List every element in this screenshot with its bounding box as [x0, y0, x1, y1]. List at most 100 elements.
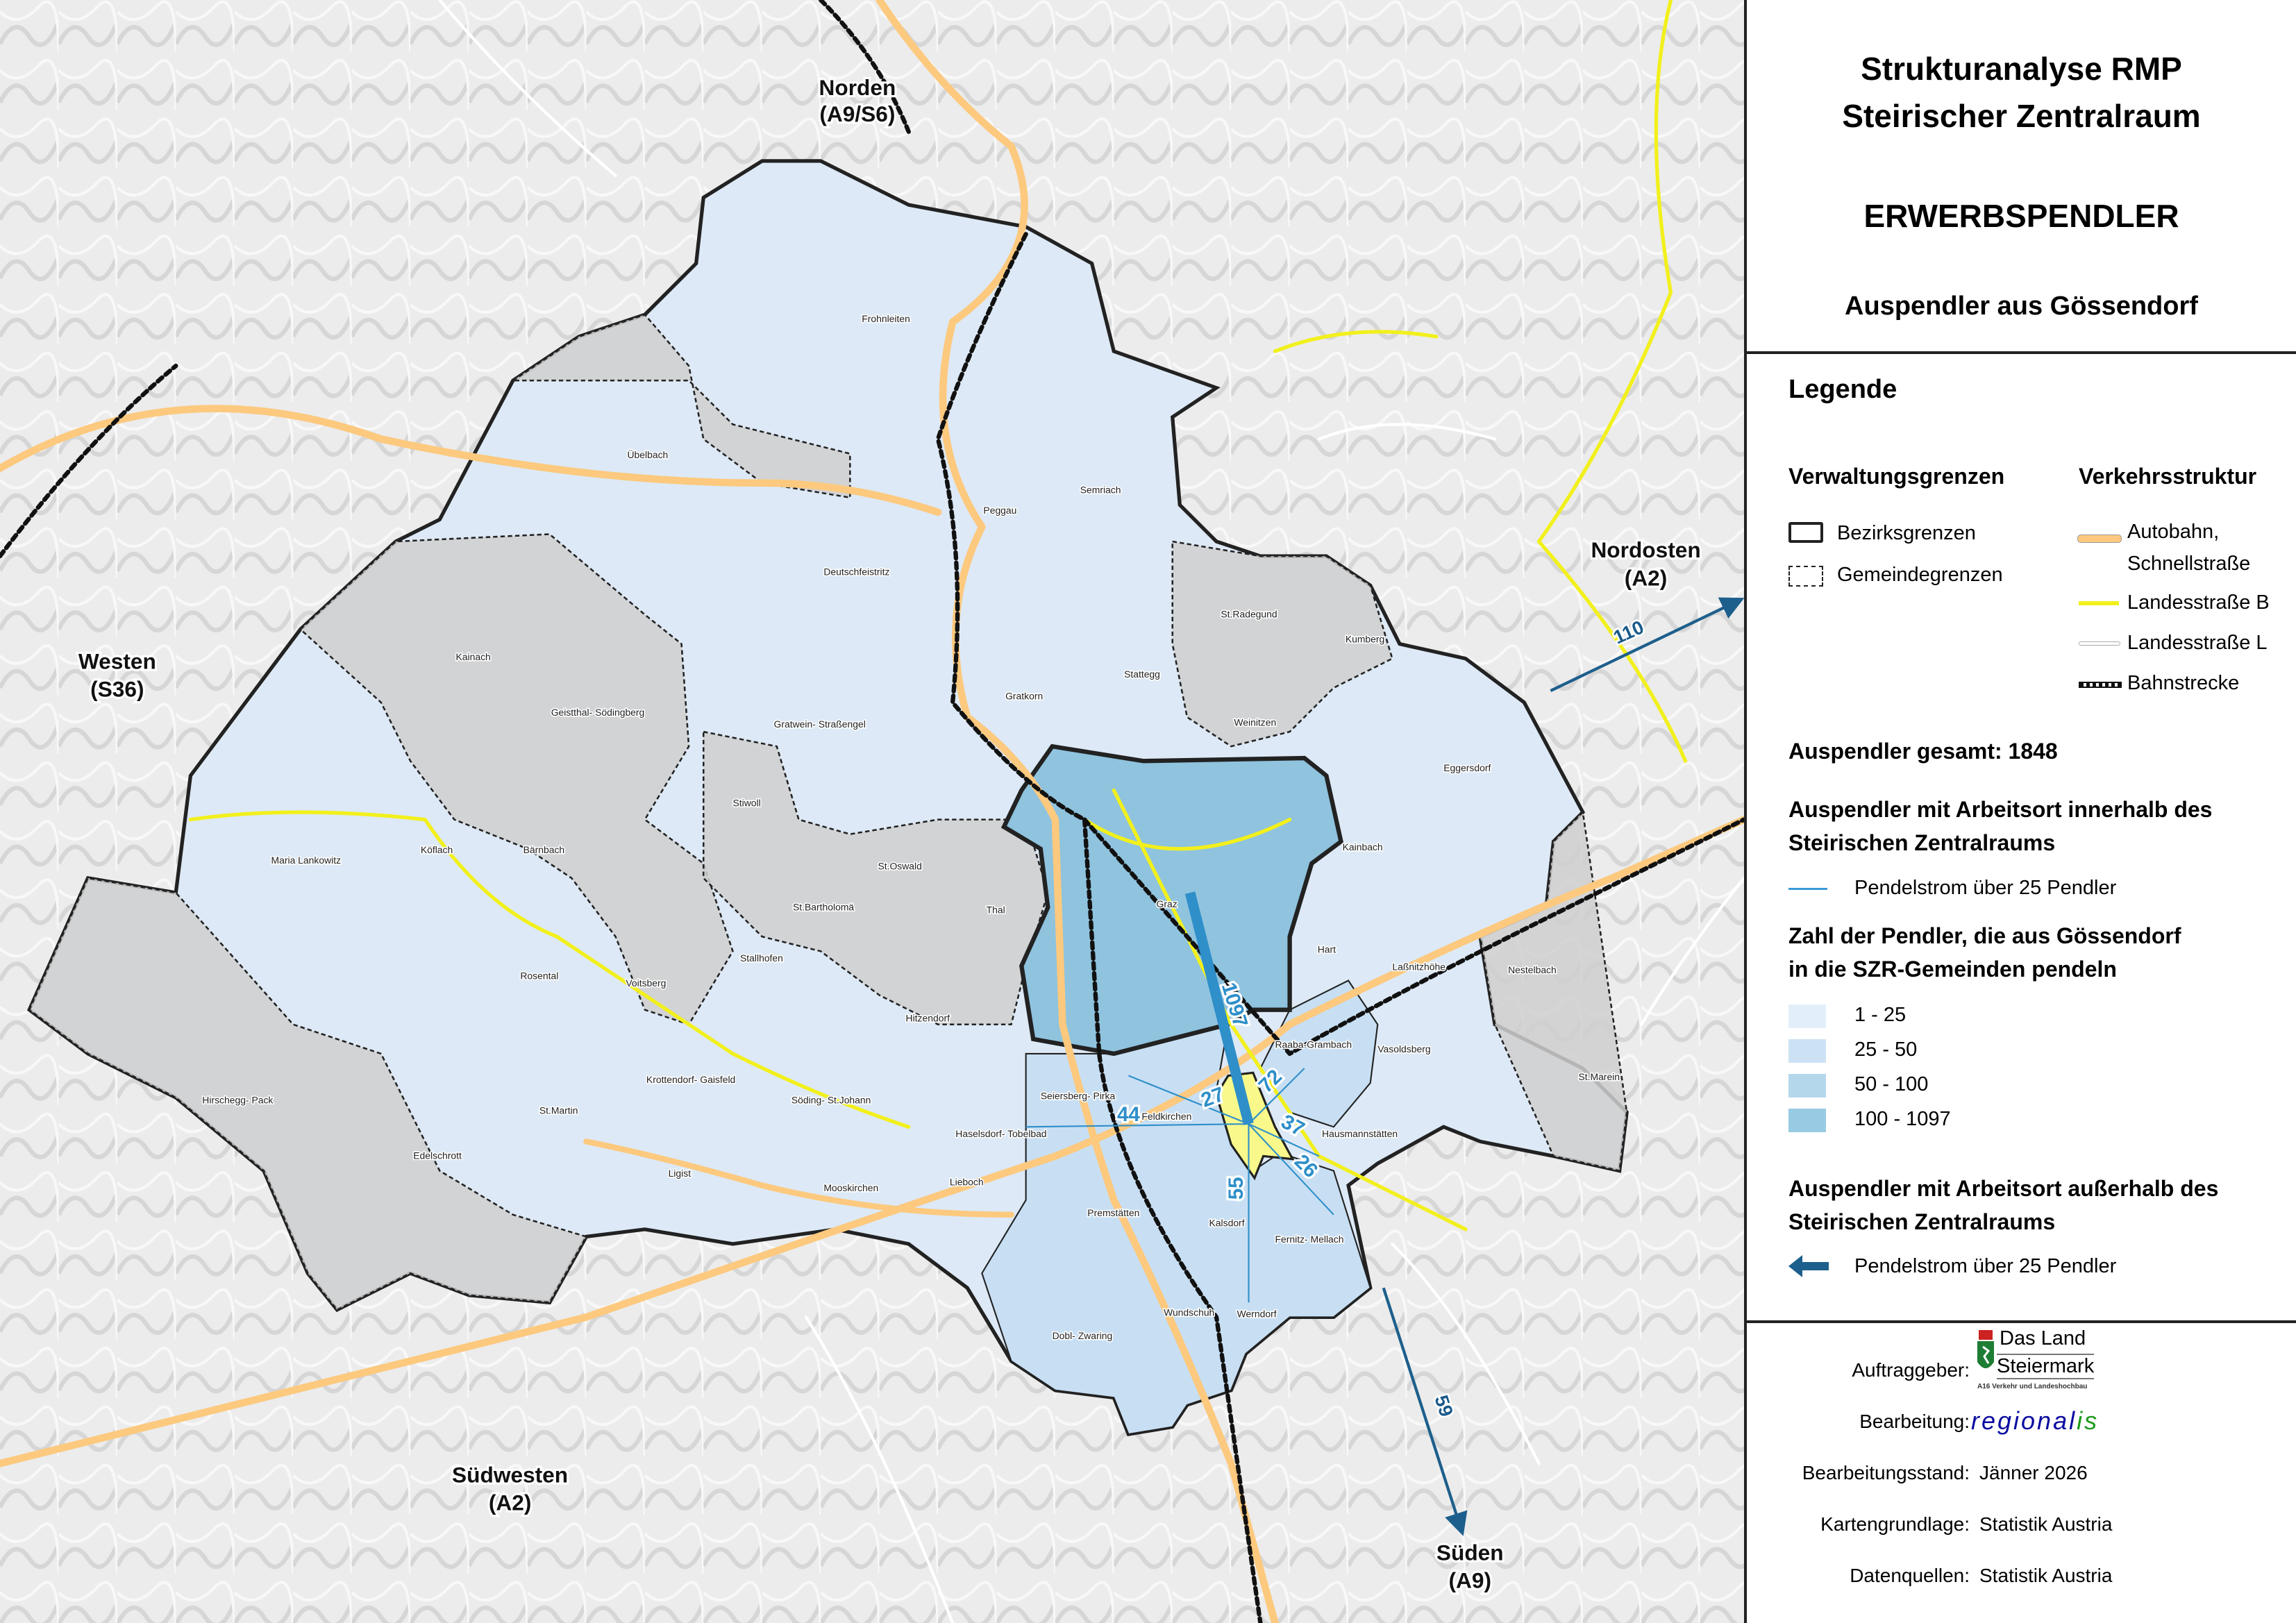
traffic-heading: Verkehrsstruktur	[2079, 464, 2257, 489]
district-boundary-symbol	[1788, 522, 1823, 543]
landesstrasse-b-label: Landesstraße B	[2127, 591, 2270, 614]
bahnstrecke	[0, 0, 1744, 1623]
direction-nordosten-road: (A2)	[1625, 565, 1668, 590]
class-swatch-4	[1788, 1109, 1826, 1132]
label: Köflach	[421, 844, 453, 855]
outside-heading-1: Auspendler mit Arbeitsort außerhalb des	[1788, 1176, 2219, 1201]
label: Wundschuh	[1164, 1306, 1214, 1318]
label: Seiersberg- Pirka	[1041, 1090, 1116, 1101]
direction-westen-road: (S36)	[90, 677, 144, 702]
roads	[0, 0, 1744, 1623]
label: Thal	[987, 905, 1005, 916]
external-flow-nordosten	[1550, 597, 1744, 692]
class-label-3: 50 - 100	[1854, 1073, 1929, 1095]
label: St.Oswald	[878, 860, 921, 871]
label: Fernitz- Mellach	[1275, 1234, 1344, 1245]
label: Gratwein- Straßengel	[774, 718, 866, 730]
label: Rosental	[520, 970, 558, 981]
label: St.Bartholomä	[793, 901, 854, 912]
municipal-boundary-symbol	[1788, 566, 1823, 587]
label: St.Martin	[539, 1104, 578, 1116]
label: Gratkorn	[1005, 691, 1043, 702]
inside-heading-1: Auspendler mit Arbeitsort innerhalb des	[1788, 797, 2213, 822]
map-subtitle: Auspendler aus Gössendorf	[1845, 292, 2198, 321]
landesstrasse-b-symbol	[2079, 601, 2119, 605]
direction-labels: Norden (A9/S6) Nordosten (A2) Westen (S3…	[76, 73, 1703, 1595]
inside-flow-symbol	[1788, 888, 1827, 890]
map[interactable]: Frohnleiten Übelbach Semriach Deutschfei…	[0, 0, 1744, 1623]
label: Graz	[1157, 898, 1178, 909]
editor-label: Bearbeitung:	[1859, 1411, 1970, 1432]
land-steiermark-logo: Das Land Steiermark A16 Verkehr und Land…	[1977, 1327, 2095, 1390]
label: Werndorf	[1237, 1308, 1277, 1319]
flow-line-26	[1248, 1123, 1334, 1216]
label: Krottendorf- Gaisfeld	[646, 1074, 735, 1085]
inside-flow-label: Pendelstrom über 25 Pendler	[1854, 877, 2117, 899]
autobahn-a2	[0, 405, 1744, 1468]
label: Mooskirchen	[823, 1182, 878, 1193]
label: Nestelbach	[1508, 964, 1557, 975]
label: Söding- St.Johann	[791, 1095, 871, 1106]
regionalis-logo: regionalis	[1971, 1406, 2100, 1435]
date-label: Bearbeitungsstand:	[1802, 1462, 1970, 1483]
autobahn-label-2: Schnellstraße	[2127, 553, 2251, 575]
direction-suedwesten: Südwesten	[452, 1463, 568, 1488]
steiermark-crest-icon	[1977, 1330, 1994, 1368]
label: Raaba-Grambach	[1275, 1038, 1352, 1050]
label: Stiwoll	[732, 798, 760, 809]
label: St.Marein	[1578, 1071, 1620, 1082]
label: Maria Lankowitz	[271, 855, 342, 866]
autobahn-label: Autobahn,	[2127, 521, 2220, 543]
direction-suedwesten-road: (A2)	[489, 1490, 532, 1515]
legend-heading: Legende	[1788, 375, 1897, 404]
label: Kumberg	[1346, 634, 1384, 645]
landesstrasse-l	[438, 0, 1744, 1623]
direction-sueden-road: (A9)	[1448, 1567, 1491, 1592]
flow-line-44	[1025, 1123, 1249, 1128]
date-value: Jänner 2026	[1979, 1462, 2088, 1483]
label: Geistthal- Södingberg	[551, 707, 645, 718]
external-flow-sueden	[1382, 1287, 1468, 1536]
label: Edelschrott	[413, 1150, 462, 1161]
map-topic: ERWERBSPENDLER	[1863, 198, 2179, 234]
class-label-1: 1 - 25	[1854, 1004, 1907, 1026]
class-swatch-2	[1788, 1039, 1826, 1063]
divider	[1747, 1320, 2296, 1323]
label: Bärnbach	[523, 844, 565, 855]
label: Vasoldsberg	[1377, 1043, 1430, 1054]
flow-label-55: 55	[1225, 1177, 1248, 1200]
classes-heading-1: Zahl der Pendler, die aus Gössendorf	[1788, 923, 2181, 948]
outside-heading-2: Steirischen Zentralraums	[1788, 1209, 2056, 1234]
bahnstrecke-symbol	[2079, 682, 2122, 688]
district-boundary-label: Bezirksgrenzen	[1837, 522, 1976, 544]
bahnstrecke-label: Bahnstrecke	[2127, 672, 2240, 694]
label: Ligist	[669, 1168, 692, 1179]
basemap-label: Kartengrundlage:	[1820, 1513, 1970, 1535]
label: Semriach	[1080, 484, 1121, 495]
municipality-labels: Frohnleiten Übelbach Semriach Deutschfei…	[201, 312, 1621, 1343]
inside-heading-2: Steirischen Zentralraums	[1788, 830, 2056, 855]
label: Dobl- Zwaring	[1053, 1330, 1113, 1341]
client-label: Auftraggeber:	[1852, 1359, 1970, 1381]
flow-line-37	[1248, 1123, 1320, 1157]
direction-sueden: Süden	[1436, 1540, 1504, 1565]
label: Premstätten	[1087, 1207, 1139, 1218]
municipality-goessendorf[interactable]	[1215, 1071, 1295, 1181]
direction-westen: Westen	[78, 648, 156, 673]
sources-value: Statistik Austria	[1979, 1565, 2113, 1586]
label: Hausmannstätten	[1322, 1128, 1398, 1139]
label: Frohnleiten	[862, 313, 910, 324]
legend-panel: Strukturanalyse RMP Steirischer Zentralr…	[1744, 0, 2296, 1623]
label: Kalsdorf	[1209, 1218, 1245, 1229]
flow-line-72	[1248, 1068, 1305, 1125]
outside-flow-label: Pendelstrom über 25 Pendler	[1854, 1255, 2117, 1277]
classes-heading-2: in die SZR-Gemeinden pendeln	[1788, 957, 2117, 982]
municipalities-no-commuters	[28, 313, 1628, 1311]
label: Voitsberg	[626, 977, 666, 989]
landesstrasse-b	[188, 0, 1688, 1231]
outside-flow-arrow-icon	[1788, 1255, 1829, 1277]
class-label-4: 100 - 1097	[1854, 1108, 1951, 1130]
label: Übelbach	[627, 448, 668, 460]
label: St.Radegund	[1221, 609, 1277, 620]
municipal-boundary-label: Gemeindegrenzen	[1837, 564, 2003, 586]
